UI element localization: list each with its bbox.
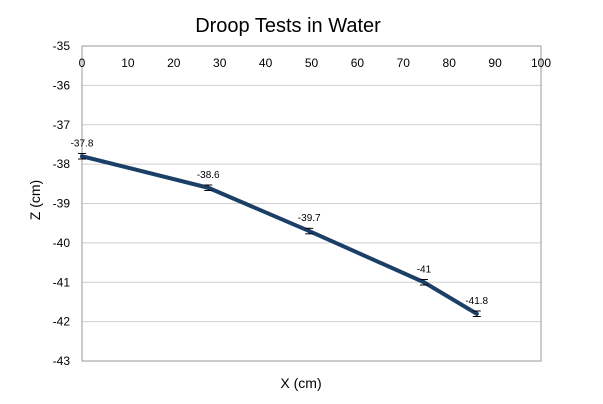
y-tick-label: -40 — [53, 236, 71, 250]
series-line — [80, 154, 479, 316]
x-tick-label: 60 — [351, 56, 365, 70]
chart-title: Droop Tests in Water — [195, 15, 381, 37]
series-layer: -37.8 -38.6 -39.7 -41 -41.8 — [71, 138, 489, 318]
y-tick-label: -41 — [53, 275, 71, 289]
x-tick-label: 40 — [259, 56, 273, 70]
y-tick-label: -37 — [53, 118, 71, 132]
x-tick-label: 90 — [488, 56, 502, 70]
data-label: -41.8 — [465, 296, 488, 307]
x-tick-label: 70 — [397, 56, 411, 70]
y-tick-label: -39 — [53, 197, 71, 211]
x-tick-labels: 0 10 20 30 40 50 60 70 80 90 100 — [79, 56, 552, 70]
data-label: -41 — [417, 264, 432, 275]
y-axis-title: Z (cm) — [27, 180, 43, 220]
data-point — [307, 229, 312, 234]
x-tick-label: 50 — [305, 56, 319, 70]
plot-frame — [81, 45, 542, 362]
x-tick-label: 10 — [121, 56, 135, 70]
grid-lines — [82, 45, 541, 362]
x-tick-label: 80 — [443, 56, 457, 70]
y-tick-label: -38 — [53, 157, 71, 171]
data-point — [80, 154, 84, 159]
x-tick-label: 100 — [531, 56, 551, 70]
data-point — [421, 280, 426, 285]
data-label: -39.7 — [298, 213, 321, 224]
y-tick-label: -36 — [53, 78, 71, 92]
y-tick-labels: -35 -36 -37 -38 -39 -40 -41 -42 -43 — [53, 39, 71, 368]
data-label: -38.6 — [197, 170, 220, 181]
x-axis-title: X (cm) — [280, 375, 321, 391]
y-tick-label: -43 — [53, 354, 71, 368]
data-point — [474, 311, 479, 316]
y-tick-label: -42 — [53, 315, 71, 329]
x-tick-label: 20 — [167, 56, 181, 70]
x-tick-label: 30 — [213, 56, 227, 70]
data-label: -37.8 — [71, 138, 94, 149]
x-tick-label: 0 — [79, 56, 86, 70]
y-tick-label: -35 — [53, 39, 71, 53]
data-point — [206, 185, 211, 190]
